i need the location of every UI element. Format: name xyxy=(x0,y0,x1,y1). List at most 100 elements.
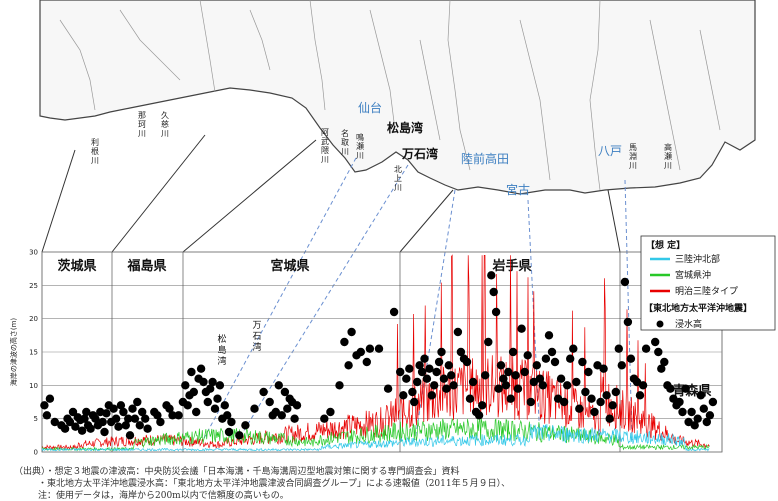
inundation-point xyxy=(453,327,463,337)
inundation-point xyxy=(708,397,718,407)
inundation-point xyxy=(91,414,100,423)
inundation-point xyxy=(265,397,274,407)
inundation-point xyxy=(544,331,554,340)
inundation-point xyxy=(168,411,177,420)
inundation-point xyxy=(399,391,408,400)
inundation-point xyxy=(651,337,660,347)
inundation-point xyxy=(362,357,371,367)
inundation-point xyxy=(365,344,375,353)
map-river-mabechi: 馬 xyxy=(629,143,637,152)
inundation-point xyxy=(617,361,626,370)
prefecture-label: 福島県 xyxy=(126,258,166,274)
y-tick-label: 20 xyxy=(29,315,38,323)
inundation-point xyxy=(417,367,427,377)
inundation-point xyxy=(635,391,645,400)
inundation-point xyxy=(587,394,596,403)
connector-lines xyxy=(41,134,621,253)
map-river-naka: 珂 xyxy=(138,120,146,129)
inundation-point xyxy=(374,344,384,353)
inundation-point xyxy=(508,347,518,357)
inundation-point xyxy=(657,364,666,373)
map-river-kitakami: 川 xyxy=(394,183,402,192)
inundation-point xyxy=(487,271,496,280)
inundation-point xyxy=(189,387,198,397)
inundation-point xyxy=(210,404,220,413)
footnote-line-2: ・東北地方太平洋沖地震浸水高：「東北地方太平洋沖地震津波合同調査グループ」による… xyxy=(38,479,511,489)
y-tick-label: 30 xyxy=(29,249,38,257)
inundation-point xyxy=(693,414,702,423)
inundation-point xyxy=(532,361,541,370)
inundation-point xyxy=(523,351,532,360)
inundation-point xyxy=(187,367,196,377)
inundation-point xyxy=(259,387,268,397)
inundation-point xyxy=(114,422,123,431)
inundation-point xyxy=(660,357,669,367)
map-river-natori: 川 xyxy=(341,147,349,156)
inundation-point xyxy=(501,381,511,390)
y-tick-label: 0 xyxy=(34,449,38,457)
inundation-point xyxy=(569,344,578,353)
inundation-point xyxy=(425,364,434,373)
inundation-point xyxy=(277,411,286,420)
inundation-point xyxy=(86,424,95,433)
inundation-point xyxy=(547,347,557,357)
map-river-naka: 那 xyxy=(138,111,146,120)
inundation-point xyxy=(77,426,87,435)
inundation-point xyxy=(602,391,611,400)
inundation-point xyxy=(356,347,365,357)
inundation-point xyxy=(60,424,70,433)
map-river-kuji: 久 xyxy=(161,110,169,120)
inundation-point xyxy=(80,414,89,423)
inundation-point xyxy=(102,409,111,418)
legend-item-label: 宮城県沖 xyxy=(675,269,711,281)
inundation-point xyxy=(224,427,234,437)
inundation-point xyxy=(45,394,55,403)
inundation-point xyxy=(215,381,225,390)
inundation-point xyxy=(40,401,49,410)
inundation-point xyxy=(141,414,150,423)
inundation-point xyxy=(165,404,174,413)
inundation-point xyxy=(320,414,329,423)
legend-item-label: 明治三陸タイプ xyxy=(675,285,738,297)
inundation-point xyxy=(494,384,503,393)
bay-label-char: 湾 xyxy=(252,341,261,353)
inundation-point xyxy=(520,367,529,377)
map-river-abukuma: 川 xyxy=(321,155,329,164)
inundation-point xyxy=(590,407,599,417)
inundation-point xyxy=(143,424,152,433)
legend-item-label: 浸水高 xyxy=(675,318,702,330)
inundation-point xyxy=(347,327,356,337)
inundation-point xyxy=(705,411,715,420)
inundation-point xyxy=(572,377,581,387)
inundation-point xyxy=(199,377,208,387)
footnote-line-1: （出典）・想定３地震の津波高：中央防災会議「日本海溝・千島海溝周辺型地震対策に関… xyxy=(14,467,460,477)
inundation-point xyxy=(623,317,633,327)
inundation-point xyxy=(408,387,417,397)
land-shape xyxy=(39,0,756,195)
map-river-abukuma: 隈 xyxy=(321,146,329,155)
inundation-point xyxy=(432,367,441,377)
inundation-point xyxy=(65,417,75,427)
inundation-point xyxy=(138,407,147,417)
inundation-point xyxy=(326,407,335,417)
inundation-point xyxy=(174,411,183,420)
inundation-point xyxy=(437,347,446,357)
map-river-natori: 取 xyxy=(341,138,349,147)
inundation-point xyxy=(119,407,128,417)
inundation-point xyxy=(396,367,405,377)
inundation-point xyxy=(121,421,130,430)
map-river-naruse: 鳴 xyxy=(356,132,364,142)
inundation-point xyxy=(550,357,560,367)
inundation-point xyxy=(681,384,690,393)
map-river-kitakami: 北 xyxy=(394,165,402,174)
inundation-point xyxy=(410,397,419,407)
inundation-point xyxy=(690,421,699,430)
chart-area: 0 5 10 15 20 25 30 海岸の津波の高さ(m) 茨城県 福島県 宮城県 岩手県青森県… xyxy=(9,235,776,457)
inundation-point xyxy=(208,377,217,387)
inundation-point xyxy=(556,374,566,383)
inundation-point xyxy=(702,417,711,427)
map-river-kuji: 川 xyxy=(161,129,169,138)
inundation-point xyxy=(447,371,456,380)
inundation-point xyxy=(413,377,422,387)
